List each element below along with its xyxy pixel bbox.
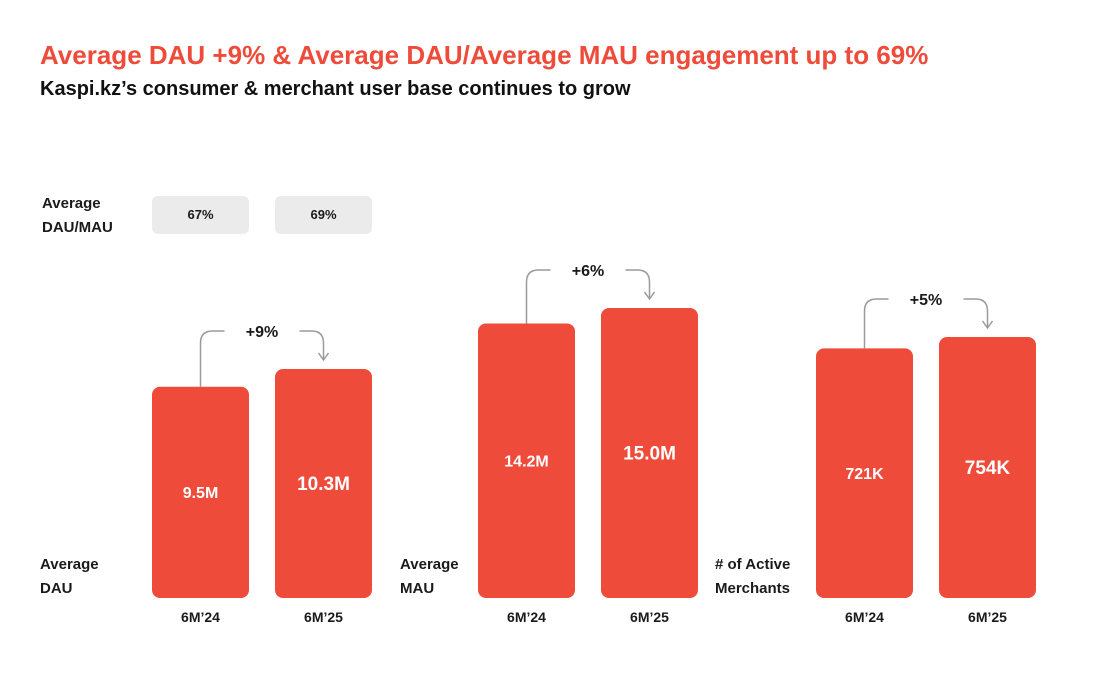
dau-group-label: Average DAU xyxy=(40,553,99,601)
dau-growth-label: +9% xyxy=(246,324,278,341)
mau-growth-arrowhead xyxy=(643,291,656,301)
dau-mau-label: Average DAU/MAU xyxy=(42,192,142,240)
dau-group-label-line2: DAU xyxy=(40,580,73,597)
merchants-bar-6m25 xyxy=(939,337,1036,598)
page-title: Average DAU +9% & Average DAU/Average MA… xyxy=(40,40,929,70)
mau-value-label-6m25: 15.0M xyxy=(623,444,676,465)
dau-mau-label-line2: DAU/MAU xyxy=(42,219,113,236)
mau-tick-label-6m25: 6M’25 xyxy=(630,609,669,625)
dau-mau-pill-6m24: 67% xyxy=(152,196,249,234)
dau-bar-6m25 xyxy=(275,369,372,598)
merchants-value-label-6m25: 754K xyxy=(965,458,1011,479)
mau-group-label: Average MAU xyxy=(400,553,459,601)
mau-group-label-line1: Average xyxy=(400,556,459,573)
dau-mau-label-line1: Average xyxy=(42,195,101,212)
dau-growth-arrowhead xyxy=(317,352,330,362)
merchants-group-label-line2: Merchants xyxy=(715,580,791,597)
dau-tick-label-6m25: 6M’25 xyxy=(304,609,343,625)
dau-value-label-6m24: 9.5M xyxy=(183,485,219,502)
page-subtitle: Kaspi.kz’s consumer & merchant user base… xyxy=(40,78,631,100)
dau-group-label-line1: Average xyxy=(40,556,99,573)
mau-tick-label-6m24: 6M’24 xyxy=(507,609,546,625)
merchants-growth-label: +5% xyxy=(910,292,942,309)
mau-value-label-6m24: 14.2M xyxy=(504,453,548,470)
merchants-group-label: # of Active Merchants xyxy=(715,553,790,601)
mau-bar-6m25 xyxy=(601,308,698,598)
merchants-value-label-6m24: 721K xyxy=(845,466,884,483)
dau-bar-6m24 xyxy=(152,386,249,598)
merchants-group-label-line1: # of Active xyxy=(715,556,791,573)
mau-growth-label: +6% xyxy=(572,263,604,280)
merchants-tick-label-6m24: 6M’24 xyxy=(845,609,884,625)
dau-growth-connector xyxy=(199,330,325,387)
dau-tick-label-6m24: 6M’24 xyxy=(181,609,220,625)
dau-mau-pill-6m25: 69% xyxy=(275,196,372,234)
dau-value-label-6m25: 10.3M xyxy=(297,474,350,495)
merchants-bar-6m24 xyxy=(816,348,913,598)
merchants-tick-label-6m25: 6M’25 xyxy=(968,609,1007,625)
mau-group-label-line2: MAU xyxy=(400,580,435,597)
merchants-growth-connector xyxy=(863,298,989,349)
merchants-growth-arrowhead xyxy=(981,320,994,330)
mau-growth-connector xyxy=(525,269,651,324)
mau-bar-6m24 xyxy=(478,323,575,598)
